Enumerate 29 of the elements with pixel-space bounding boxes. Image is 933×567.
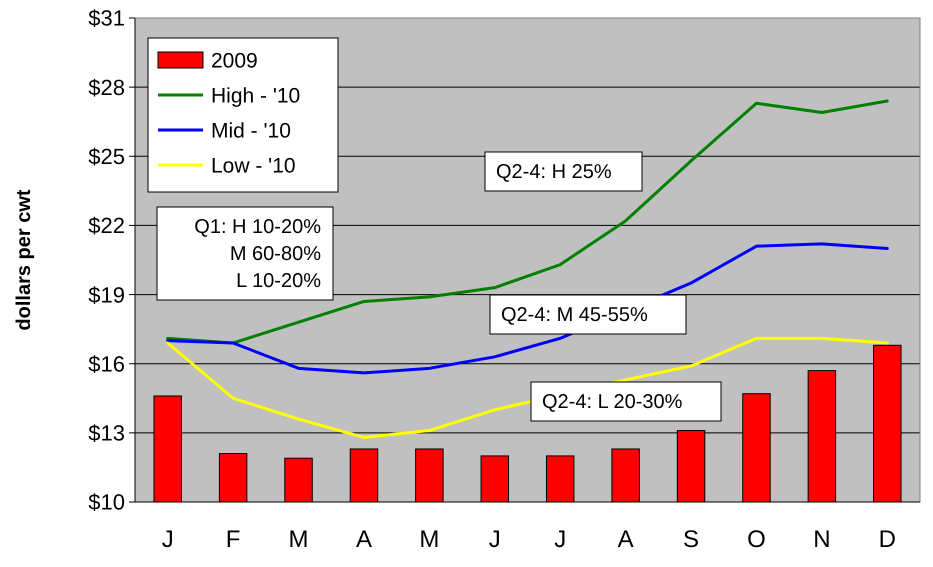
annotation: Q1: H 10-20% M 60-80% L 10-20% <box>194 216 322 292</box>
x-tick-label: M <box>419 526 440 553</box>
x-tick-label: D <box>878 526 896 553</box>
legend-label: Low - '10 <box>211 154 296 178</box>
x-tick-label: N <box>813 526 831 553</box>
legend-label: High - '10 <box>211 84 300 108</box>
annotation: Q2-4: H 25% <box>496 161 612 183</box>
y-axis-title: dollars per cwt <box>13 189 35 331</box>
x-tick-label: A <box>356 526 372 553</box>
x-tick-label: M <box>288 526 309 553</box>
y-tick-label: $25 <box>88 144 125 169</box>
x-tick-label: J <box>554 526 566 553</box>
legend-label: 2009 <box>211 49 258 72</box>
y-tick-label: $19 <box>88 282 125 308</box>
y-tick-label: $13 <box>88 420 125 446</box>
legend-label: Mid - '10 <box>211 119 291 142</box>
x-tick-label: J <box>162 526 174 553</box>
y-tick-label: $10 <box>88 490 125 515</box>
x-tick-label: A <box>618 526 634 553</box>
annotation: Q2-4: M 45-55% <box>501 304 648 326</box>
x-tick-label: J <box>488 526 501 553</box>
y-tick-label: $16 <box>88 351 125 376</box>
x-tick-label: F <box>226 526 240 553</box>
y-tick-label: $28 <box>88 74 125 100</box>
y-tick-label: $22 <box>88 213 125 238</box>
annotation: Q2-4: L 20-30% <box>542 391 683 413</box>
x-tick-label: O <box>747 526 766 553</box>
y-tick-label: $31 <box>88 6 125 31</box>
x-tick-label: S <box>683 526 700 553</box>
